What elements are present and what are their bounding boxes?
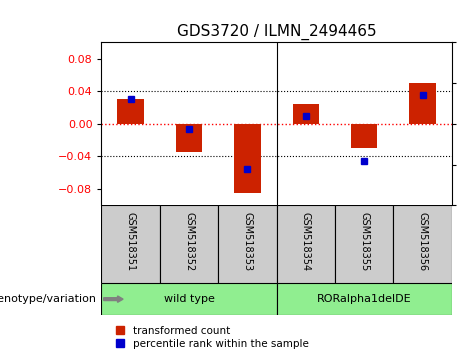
Text: RORalpha1delDE: RORalpha1delDE [317,294,412,304]
Bar [176,124,202,152]
Bar [277,283,452,315]
Text: GSM518351: GSM518351 [125,212,136,271]
Legend: transformed count, percentile rank within the sample: transformed count, percentile rank withi… [116,326,308,349]
Bar [234,124,260,193]
Text: wild type: wild type [164,294,214,304]
Text: GSM518355: GSM518355 [359,212,369,271]
Bar [160,205,218,283]
Text: GSM518353: GSM518353 [242,212,253,271]
Title: GDS3720 / ILMN_2494465: GDS3720 / ILMN_2494465 [177,23,377,40]
Text: GSM518356: GSM518356 [418,212,428,271]
Bar [118,99,144,124]
Bar [101,283,277,315]
Text: GSM518352: GSM518352 [184,212,194,271]
Bar [409,83,436,124]
Bar [351,124,377,148]
Text: GSM518354: GSM518354 [301,212,311,271]
Bar [293,104,319,124]
Bar [277,205,335,283]
Bar [393,205,452,283]
Bar [101,205,160,283]
Text: genotype/variation: genotype/variation [0,294,97,304]
Bar [218,205,277,283]
Bar [335,205,393,283]
